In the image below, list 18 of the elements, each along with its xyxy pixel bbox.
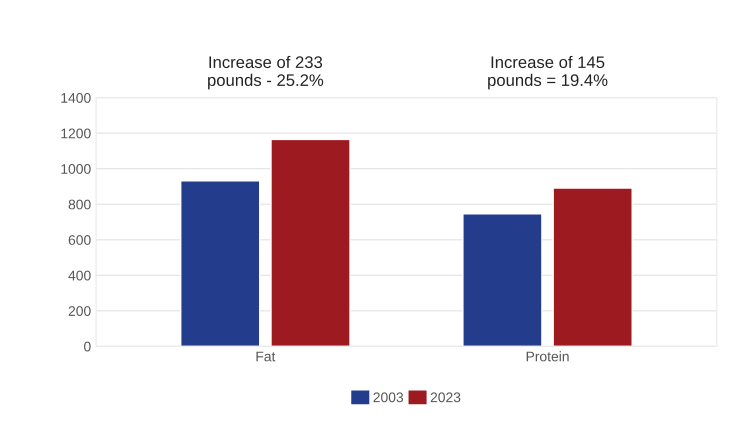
y-tick-label: 1200 — [61, 128, 91, 138]
y-tick-label: 1000 — [61, 164, 91, 174]
legend-label: 2023 — [430, 392, 460, 402]
y-tick-label: 600 — [68, 235, 91, 245]
legend-label: 2003 — [373, 392, 404, 402]
x-tick-label: Protein — [526, 351, 569, 362]
bar — [462, 213, 543, 346]
y-tick-label: 1400 — [61, 93, 91, 103]
bar — [552, 187, 633, 346]
bar — [270, 138, 351, 346]
text: Increase of 233 pounds - 25.2% — [208, 56, 324, 90]
bar — [180, 180, 260, 346]
y-tick-label: 0 — [84, 342, 91, 352]
x-tick-label: Fat — [256, 352, 276, 362]
text: Increase of 145 pounds = 19.4% — [488, 56, 608, 90]
y-tick-label: 200 — [68, 306, 91, 316]
y-tick-label: 400 — [68, 270, 91, 280]
y-tick-label: 800 — [68, 200, 91, 210]
